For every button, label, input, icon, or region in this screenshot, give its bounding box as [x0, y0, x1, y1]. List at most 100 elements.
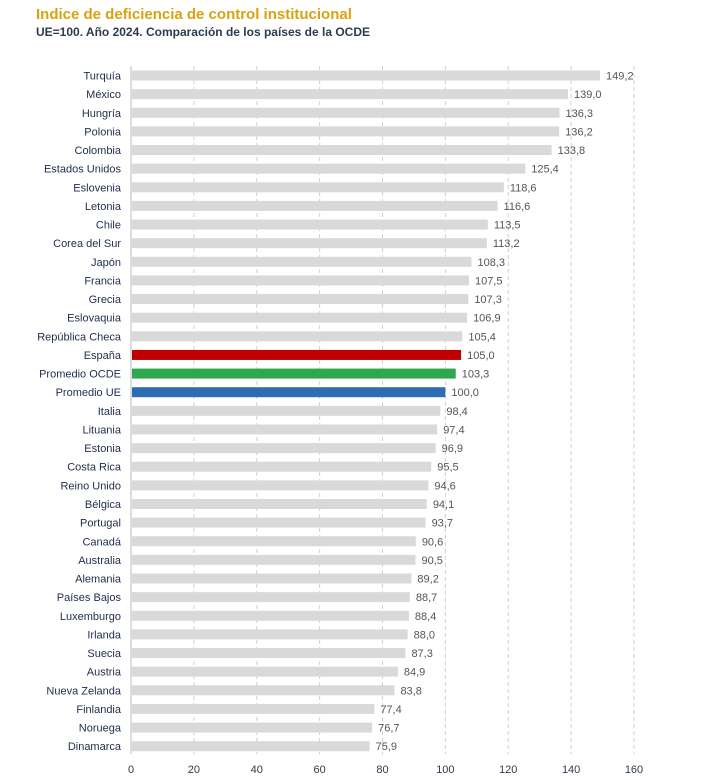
- category-label: Eslovaquia: [67, 313, 122, 325]
- x-tick-label: 60: [314, 764, 326, 776]
- bar: [132, 219, 488, 230]
- value-label: 88,7: [416, 592, 437, 604]
- value-label: 116,6: [504, 201, 531, 213]
- x-tick-label: 120: [499, 764, 517, 776]
- value-label: 90,6: [422, 536, 443, 548]
- category-label: Lituania: [82, 424, 121, 436]
- category-label: República Checa: [37, 331, 122, 343]
- bar: [132, 70, 601, 81]
- bar: [132, 424, 438, 435]
- bar: [132, 741, 370, 752]
- bar: [132, 331, 463, 342]
- bar: [132, 610, 409, 621]
- value-label: 105,4: [468, 331, 496, 343]
- category-label: Países Bajos: [57, 592, 122, 604]
- category-label: Dinamarca: [68, 741, 122, 753]
- category-label: Eslovenia: [73, 182, 122, 194]
- category-label: Portugal: [80, 518, 121, 530]
- value-label: 87,3: [411, 648, 432, 660]
- bar: [132, 89, 568, 100]
- value-label: 149,2: [606, 71, 634, 83]
- bar: [132, 126, 560, 137]
- bar: [132, 107, 560, 118]
- bar: [132, 573, 412, 584]
- category-label: Japón: [91, 257, 121, 269]
- bar: [132, 368, 456, 379]
- bar: [132, 443, 436, 454]
- bar: [132, 685, 395, 696]
- category-label: Costa Rica: [67, 462, 122, 474]
- bar: [132, 703, 375, 714]
- bar: [132, 163, 526, 174]
- value-label: 95,5: [437, 462, 458, 474]
- category-label: Irlanda: [87, 629, 122, 641]
- bar: [132, 294, 469, 305]
- value-label: 107,5: [475, 275, 503, 287]
- value-label: 96,9: [442, 443, 463, 455]
- value-label: 76,7: [378, 723, 399, 735]
- value-label: 103,3: [462, 369, 490, 381]
- value-label: 113,2: [493, 238, 520, 250]
- value-label: 88,4: [415, 611, 436, 623]
- value-label: 105,0: [467, 350, 495, 362]
- chart-subtitle: UE=100. Año 2024. Comparación de los paí…: [36, 25, 371, 39]
- bar: [132, 461, 432, 472]
- bar: [132, 554, 416, 565]
- value-label: 77,4: [380, 704, 401, 716]
- bar: [132, 275, 469, 286]
- bar: [132, 517, 426, 528]
- bar: [132, 349, 462, 360]
- bar: [132, 536, 416, 547]
- category-label: Polonia: [84, 126, 122, 138]
- value-label: 94,1: [433, 499, 454, 511]
- bar: [132, 480, 429, 491]
- value-label: 106,9: [473, 313, 501, 325]
- value-label: 139,0: [574, 89, 602, 101]
- x-tick-label: 160: [625, 764, 643, 776]
- category-label: España: [84, 350, 122, 362]
- value-label: 100,0: [451, 387, 479, 399]
- bar: [132, 312, 468, 323]
- category-label: Estados Unidos: [44, 164, 122, 176]
- value-label: 118,6: [510, 182, 537, 194]
- category-label: Corea del Sur: [53, 238, 121, 250]
- x-tick-label: 0: [128, 764, 134, 776]
- category-label: Promedio OCDE: [39, 369, 121, 381]
- category-label: Estonia: [84, 443, 122, 455]
- category-label: Reino Unido: [60, 480, 121, 492]
- value-label: 83,8: [400, 685, 421, 697]
- category-label: Austria: [87, 667, 122, 679]
- value-label: 98,4: [446, 406, 467, 418]
- category-label: Alemania: [75, 574, 122, 586]
- category-label: Canadá: [82, 536, 121, 548]
- value-label: 75,9: [376, 741, 397, 753]
- x-tick-label: 40: [251, 764, 263, 776]
- value-label: 94,6: [434, 480, 455, 492]
- category-label: Italia: [98, 406, 122, 418]
- category-label: México: [86, 89, 121, 101]
- value-label: 125,4: [531, 164, 559, 176]
- value-label: 107,3: [474, 294, 502, 306]
- category-label: Letonia: [85, 201, 122, 213]
- category-label: Francia: [84, 275, 122, 287]
- category-label: Bélgica: [85, 499, 122, 511]
- category-label: Promedio UE: [56, 387, 121, 399]
- value-label: 97,4: [443, 424, 464, 436]
- category-label: Australia: [78, 555, 122, 567]
- x-tick-label: 100: [436, 764, 454, 776]
- value-label: 108,3: [477, 257, 505, 269]
- chart-title: Indice de deficiencia de control institu…: [36, 6, 352, 23]
- x-tick-label: 140: [562, 764, 580, 776]
- x-tick-label: 20: [188, 764, 200, 776]
- category-label: Nueva Zelanda: [46, 685, 121, 697]
- bar: [132, 666, 398, 677]
- category-label: Grecia: [89, 294, 122, 306]
- bar: [132, 405, 441, 416]
- value-label: 136,2: [565, 126, 593, 138]
- category-label: Colombia: [75, 145, 122, 157]
- bar: [132, 722, 373, 733]
- x-tick-label: 80: [376, 764, 388, 776]
- bar: [132, 592, 410, 603]
- value-label: 93,7: [432, 518, 453, 530]
